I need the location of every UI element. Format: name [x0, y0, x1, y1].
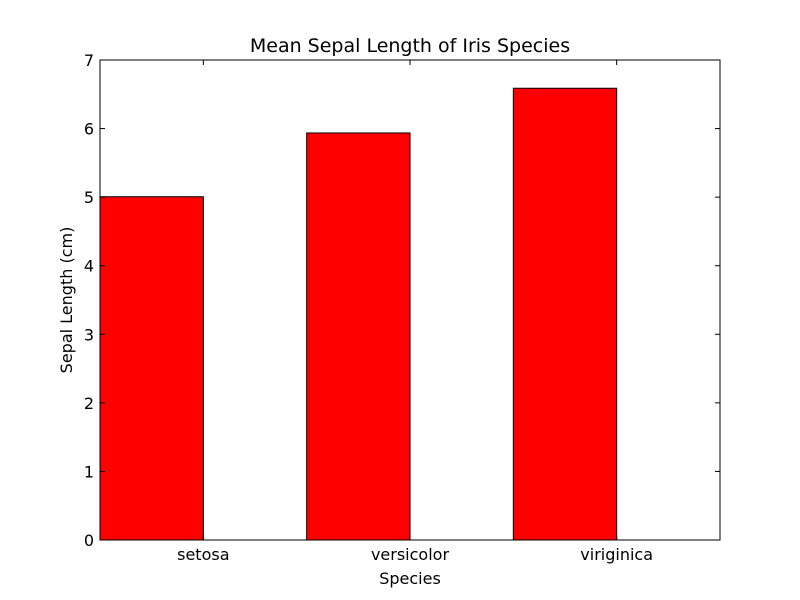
bar-viriginica [512, 87, 618, 541]
y-tick-label-4: 4 [84, 257, 94, 276]
x-axis-label: Species [379, 569, 441, 588]
bar-setosa [99, 196, 204, 541]
x-tick-label-versicolor: versicolor [371, 545, 449, 564]
y-tick-label-5: 5 [84, 188, 94, 207]
plot-area-frame [99, 59, 721, 541]
y-tick-label-1: 1 [84, 462, 94, 481]
bar-versicolor [306, 132, 411, 541]
bars-layer [99, 87, 618, 541]
y-tick-label-6: 6 [84, 120, 94, 139]
x-tick-label-viriginica: viriginica [580, 545, 653, 564]
ticks-layer: setosa versicolor viriginica 0 1 2 3 4 5 6 7 [84, 51, 720, 564]
y-tick-label-0: 0 [84, 531, 94, 550]
x-tick-label-setosa: setosa [177, 545, 229, 564]
y-tick-label-7: 7 [84, 51, 94, 70]
y-axis-label: Sepal Length (cm) [57, 227, 76, 374]
y-tick-label-2: 2 [84, 394, 94, 413]
y-tick-label-3: 3 [84, 325, 94, 344]
chart-title: Mean Sepal Length of Iris Species [250, 35, 570, 57]
